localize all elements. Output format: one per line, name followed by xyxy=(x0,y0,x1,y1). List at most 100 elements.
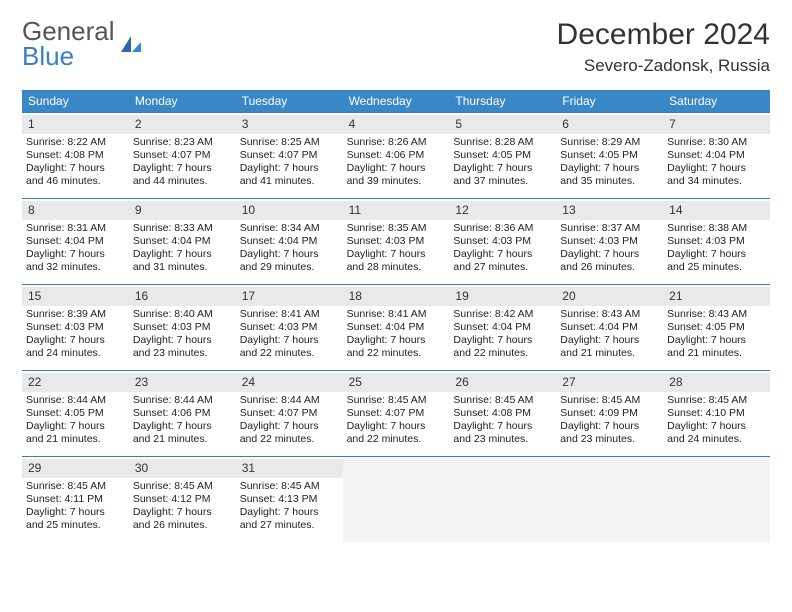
day-cell: 13Sunrise: 8:37 AMSunset: 4:03 PMDayligh… xyxy=(556,198,663,284)
day-d2: and 25 minutes. xyxy=(667,261,766,274)
day-number: 21 xyxy=(663,287,770,306)
day-sr: Sunrise: 8:45 AM xyxy=(667,394,766,407)
day-cell: 14Sunrise: 8:38 AMSunset: 4:03 PMDayligh… xyxy=(663,198,770,284)
day-ss: Sunset: 4:03 PM xyxy=(133,321,232,334)
day-sr: Sunrise: 8:29 AM xyxy=(560,136,659,149)
day-cell: 16Sunrise: 8:40 AMSunset: 4:03 PMDayligh… xyxy=(129,284,236,370)
day-sr: Sunrise: 8:33 AM xyxy=(133,222,232,235)
day-ss: Sunset: 4:07 PM xyxy=(240,407,339,420)
day-d2: and 22 minutes. xyxy=(240,347,339,360)
day-number: 18 xyxy=(343,287,450,306)
calendar-grid: SundayMondayTuesdayWednesdayThursdayFrid… xyxy=(22,90,770,542)
dayname-monday: Monday xyxy=(129,90,236,112)
day-d2: and 25 minutes. xyxy=(26,519,125,532)
logo-sail-icon xyxy=(119,34,143,54)
day-d2: and 22 minutes. xyxy=(347,347,446,360)
day-sr: Sunrise: 8:22 AM xyxy=(26,136,125,149)
day-ss: Sunset: 4:13 PM xyxy=(240,493,339,506)
day-ss: Sunset: 4:04 PM xyxy=(26,235,125,248)
day-d2: and 21 minutes. xyxy=(667,347,766,360)
day-ss: Sunset: 4:04 PM xyxy=(560,321,659,334)
day-cell: 27Sunrise: 8:45 AMSunset: 4:09 PMDayligh… xyxy=(556,370,663,456)
day-number: 24 xyxy=(236,373,343,392)
day-sr: Sunrise: 8:44 AM xyxy=(240,394,339,407)
day-sr: Sunrise: 8:41 AM xyxy=(240,308,339,321)
month-title: December 2024 xyxy=(557,18,770,52)
day-sr: Sunrise: 8:44 AM xyxy=(26,394,125,407)
day-cell: 31Sunrise: 8:45 AMSunset: 4:13 PMDayligh… xyxy=(236,456,343,542)
day-d2: and 23 minutes. xyxy=(453,433,552,446)
day-sr: Sunrise: 8:31 AM xyxy=(26,222,125,235)
day-number: 11 xyxy=(343,201,450,220)
day-d2: and 31 minutes. xyxy=(133,261,232,274)
day-cell: 21Sunrise: 8:43 AMSunset: 4:05 PMDayligh… xyxy=(663,284,770,370)
day-ss: Sunset: 4:03 PM xyxy=(26,321,125,334)
day-d1: Daylight: 7 hours xyxy=(26,506,125,519)
day-cell: 25Sunrise: 8:45 AMSunset: 4:07 PMDayligh… xyxy=(343,370,450,456)
day-d1: Daylight: 7 hours xyxy=(347,248,446,261)
day-cell: 17Sunrise: 8:41 AMSunset: 4:03 PMDayligh… xyxy=(236,284,343,370)
day-ss: Sunset: 4:03 PM xyxy=(347,235,446,248)
day-number: 1 xyxy=(22,115,129,134)
day-ss: Sunset: 4:09 PM xyxy=(560,407,659,420)
day-sr: Sunrise: 8:25 AM xyxy=(240,136,339,149)
day-sr: Sunrise: 8:43 AM xyxy=(560,308,659,321)
day-sr: Sunrise: 8:37 AM xyxy=(560,222,659,235)
day-ss: Sunset: 4:04 PM xyxy=(240,235,339,248)
day-number: 3 xyxy=(236,115,343,134)
day-d2: and 26 minutes. xyxy=(560,261,659,274)
day-d2: and 28 minutes. xyxy=(347,261,446,274)
day-ss: Sunset: 4:05 PM xyxy=(667,321,766,334)
day-number: 19 xyxy=(449,287,556,306)
day-number: 16 xyxy=(129,287,236,306)
day-ss: Sunset: 4:04 PM xyxy=(453,321,552,334)
day-cell: 23Sunrise: 8:44 AMSunset: 4:06 PMDayligh… xyxy=(129,370,236,456)
dayname-tuesday: Tuesday xyxy=(236,90,343,112)
day-d1: Daylight: 7 hours xyxy=(240,248,339,261)
day-d1: Daylight: 7 hours xyxy=(240,334,339,347)
blank-cell xyxy=(343,456,450,542)
day-sr: Sunrise: 8:26 AM xyxy=(347,136,446,149)
day-d1: Daylight: 7 hours xyxy=(347,420,446,433)
day-number: 20 xyxy=(556,287,663,306)
blank-cell xyxy=(663,456,770,542)
day-d2: and 22 minutes. xyxy=(453,347,552,360)
day-d1: Daylight: 7 hours xyxy=(26,334,125,347)
blank-cell xyxy=(556,456,663,542)
day-number: 12 xyxy=(449,201,556,220)
location: Severo-Zadonsk, Russia xyxy=(557,56,770,76)
day-d1: Daylight: 7 hours xyxy=(133,334,232,347)
day-sr: Sunrise: 8:28 AM xyxy=(453,136,552,149)
day-number: 6 xyxy=(556,115,663,134)
day-ss: Sunset: 4:05 PM xyxy=(453,149,552,162)
logo: General Blue xyxy=(22,18,143,69)
day-sr: Sunrise: 8:45 AM xyxy=(453,394,552,407)
logo-word-blue: Blue xyxy=(22,43,115,69)
day-number: 7 xyxy=(663,115,770,134)
day-ss: Sunset: 4:03 PM xyxy=(667,235,766,248)
day-ss: Sunset: 4:04 PM xyxy=(133,235,232,248)
title-block: December 2024 Severo-Zadonsk, Russia xyxy=(557,18,770,76)
day-d2: and 27 minutes. xyxy=(453,261,552,274)
day-d1: Daylight: 7 hours xyxy=(453,334,552,347)
day-cell: 24Sunrise: 8:44 AMSunset: 4:07 PMDayligh… xyxy=(236,370,343,456)
day-number: 5 xyxy=(449,115,556,134)
day-d2: and 24 minutes. xyxy=(26,347,125,360)
day-d2: and 35 minutes. xyxy=(560,175,659,188)
day-d2: and 37 minutes. xyxy=(453,175,552,188)
day-d1: Daylight: 7 hours xyxy=(133,420,232,433)
day-sr: Sunrise: 8:45 AM xyxy=(560,394,659,407)
day-d2: and 27 minutes. xyxy=(240,519,339,532)
day-d2: and 22 minutes. xyxy=(347,433,446,446)
day-d1: Daylight: 7 hours xyxy=(453,162,552,175)
day-d1: Daylight: 7 hours xyxy=(26,248,125,261)
day-cell: 30Sunrise: 8:45 AMSunset: 4:12 PMDayligh… xyxy=(129,456,236,542)
day-number: 14 xyxy=(663,201,770,220)
day-sr: Sunrise: 8:45 AM xyxy=(347,394,446,407)
day-cell: 22Sunrise: 8:44 AMSunset: 4:05 PMDayligh… xyxy=(22,370,129,456)
day-d1: Daylight: 7 hours xyxy=(453,248,552,261)
day-ss: Sunset: 4:10 PM xyxy=(667,407,766,420)
day-ss: Sunset: 4:07 PM xyxy=(347,407,446,420)
day-ss: Sunset: 4:07 PM xyxy=(240,149,339,162)
day-d2: and 39 minutes. xyxy=(347,175,446,188)
